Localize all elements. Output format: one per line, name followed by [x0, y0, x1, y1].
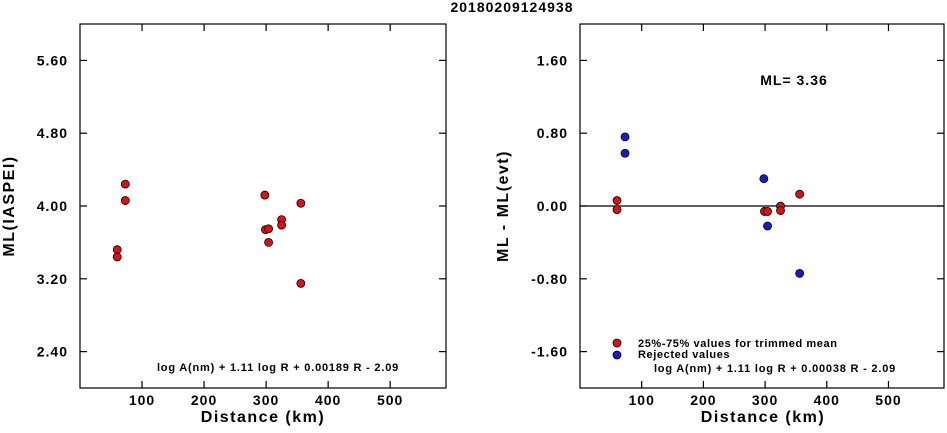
rejected-point [620, 132, 630, 142]
trimmed-point [776, 206, 785, 215]
right-x-axis-label: Distance (km) [701, 409, 825, 426]
ml-value-text: ML= 3.36 [760, 72, 828, 88]
legend-marker-trimmed [612, 338, 622, 348]
x-tick-label: 100 [629, 392, 655, 408]
x-tick-label: 100 [129, 392, 155, 408]
x-tick-label: 400 [814, 392, 840, 408]
figure-title: 20180209124938 [450, 0, 573, 15]
legend-marker-rejected [612, 350, 622, 360]
x-tick-label: 300 [752, 392, 778, 408]
trimmed-point [763, 207, 772, 216]
data-point [112, 252, 122, 262]
left-plot-frame [79, 23, 447, 389]
legend: 25%-75% values for trimmed mean Rejected… [612, 338, 838, 361]
data-point [120, 196, 130, 205]
y-tick-label: 5.60 [37, 52, 68, 68]
right-y-axis-label: ML - ML(evt) [495, 150, 512, 262]
data-point [120, 179, 130, 189]
left-points [112, 179, 306, 288]
left-y-axis-label: ML(IASPEI) [1, 155, 18, 256]
rejected-point [763, 221, 772, 231]
x-tick-label: 400 [315, 392, 341, 408]
data-point [277, 220, 287, 230]
left-x-ticks: 100 200 300 400 500 [129, 24, 403, 408]
y-tick-label: 0.00 [537, 198, 568, 214]
x-tick-label: 200 [690, 392, 716, 408]
data-point [112, 245, 122, 255]
data-point [264, 224, 273, 234]
x-tick-label: 500 [377, 392, 403, 408]
right-panel: -1.60 -0.80 0.00 0.80 1.60 100 200 300 400 500 M… [495, 23, 945, 426]
right-y-ticks: -1.60 -0.80 0.00 0.80 1.60 [531, 52, 944, 360]
y-tick-label: 2.40 [37, 344, 68, 360]
legend-label-trimmed: 25%-75% values for trimmed mean [638, 338, 838, 350]
y-tick-label: -1.60 [531, 344, 568, 360]
x-tick-label: 200 [191, 392, 217, 408]
data-point [264, 237, 273, 247]
right-x-ticks: 100 200 300 400 500 [629, 24, 901, 408]
x-tick-label: 300 [253, 392, 279, 408]
trimmed-point [612, 205, 622, 215]
y-tick-label: 1.60 [537, 52, 568, 68]
trimmed-point [612, 196, 622, 205]
x-tick-label: 500 [875, 392, 901, 408]
left-x-axis-label: Distance (km) [201, 409, 325, 426]
data-point [296, 198, 306, 208]
y-tick-label: 4.80 [37, 125, 68, 141]
left-formula: log A(nm) + 1.11 log R + 0.00189 R - 2.0… [157, 362, 399, 374]
data-point [260, 190, 270, 200]
data-point [296, 278, 306, 288]
left-panel: 2.40 3.20 4.00 4.80 5.60 100 200 300 400 500 log… [1, 23, 447, 426]
y-tick-label: 4.00 [37, 198, 68, 214]
y-tick-label: 3.20 [37, 271, 68, 287]
left-y-ticks: 2.40 3.20 4.00 4.80 5.60 [37, 52, 446, 360]
right-points [612, 132, 805, 278]
rejected-point [620, 148, 630, 158]
rejected-point [759, 174, 769, 184]
y-tick-label: -0.80 [531, 271, 568, 287]
y-tick-label: 0.80 [537, 125, 568, 141]
trimmed-point [795, 189, 805, 199]
legend-label-rejected: Rejected values [638, 349, 730, 361]
right-formula: log A(nm) + 1.11 log R + 0.00038 R - 2.0… [654, 363, 896, 375]
rejected-point [795, 268, 805, 278]
